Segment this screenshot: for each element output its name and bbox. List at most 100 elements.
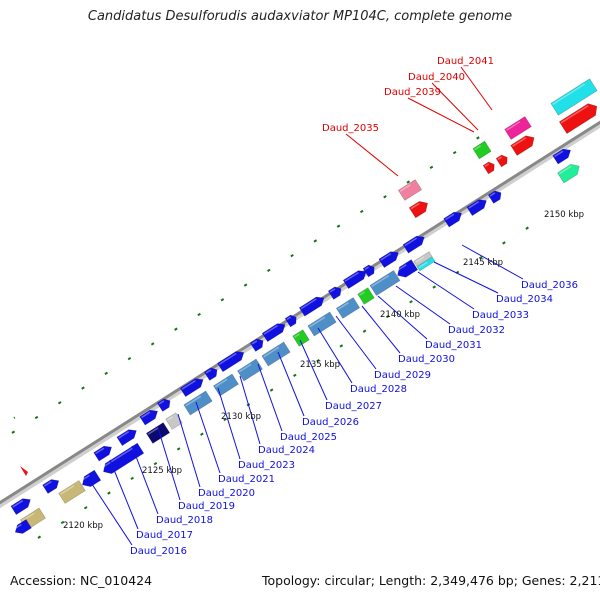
gene-steel-4-shape: [261, 341, 291, 367]
leader-line-blue: [277, 351, 305, 417]
gene-forward-21: [552, 148, 571, 165]
gene-forward-16: [378, 251, 399, 268]
gene-label-blue: Daud_2017: [136, 530, 193, 541]
gene-label-blue: Daud_2032: [448, 325, 505, 336]
inner-tick: [316, 358, 320, 363]
gene-forward-1-highlight: [43, 480, 52, 487]
inner-tick: [525, 226, 529, 230]
gene-steel-3-highlight: [238, 363, 252, 373]
outer-tick: [267, 268, 271, 272]
leader-line-blue: [395, 285, 451, 325]
gene-forward-9-shape: [249, 338, 264, 352]
gene-forward-5: [156, 398, 171, 412]
gene-label-blue: Daud_2036: [521, 280, 578, 291]
inner-tick: [60, 520, 65, 525]
leader-line-blue: [131, 445, 159, 515]
gene-cyan-highlight: [552, 83, 586, 105]
outer-tick: [243, 283, 248, 287]
gene-forward-0-shape: [10, 498, 31, 515]
gene-label-blue: Daud_2034: [496, 294, 553, 305]
gene-forward-3: [116, 429, 137, 446]
outer-tick: [313, 239, 318, 243]
leader-line-red: [460, 66, 493, 111]
gene-label-blue: Daud_2028: [350, 384, 407, 395]
gene-forward-7: [203, 367, 218, 381]
leader-line-blue: [461, 244, 524, 280]
gene-red-5-highlight: [560, 104, 589, 124]
gene-steel-3-shape: [237, 358, 263, 382]
gene-teal-highlight: [558, 165, 572, 175]
kbp-label: 2130 kbp: [221, 412, 261, 422]
gene-label-blue: Daud_2026: [302, 417, 359, 428]
gene-label-blue: Daud_2031: [425, 340, 482, 351]
gene-forward-8-shape: [217, 351, 245, 373]
gene-steel-4-highlight: [263, 346, 280, 358]
gene-label-blue: Daud_2020: [198, 488, 255, 499]
gene-label-blue: Daud_2027: [325, 401, 382, 412]
gene-stripe-1-shape: [413, 251, 433, 267]
leader-line-blue: [433, 261, 499, 294]
outer-tick: [81, 386, 85, 390]
outer-tick: [476, 136, 480, 140]
gene-steel-4: [261, 341, 291, 367]
leader-line-blue: [257, 363, 283, 432]
gene-steel-2-shape: [213, 373, 239, 397]
leader-line-red: [431, 82, 479, 131]
gene-forward-6-highlight: [181, 379, 196, 390]
tick-layer: [11, 136, 529, 539]
gene-tan-highlight: [21, 512, 35, 522]
gene-forward-18-highlight: [445, 213, 455, 221]
backbone-shadow: [0, 120, 600, 509]
gene-navy: [145, 422, 171, 444]
outer-tick: [13, 416, 16, 419]
gene-forward-1: [42, 479, 60, 494]
leader-line-blue: [87, 477, 133, 546]
gene-tan-2-shape: [58, 480, 86, 504]
gene-label-blue: Daud_2023: [238, 460, 295, 471]
gene-forward-2-shape: [93, 445, 112, 462]
gene-stripe-1-highlight: [415, 256, 425, 263]
gene-forward-7-shape: [203, 367, 218, 381]
gene-label-red: Daud_2035: [322, 123, 379, 134]
gene-forward-17-highlight: [404, 237, 418, 247]
kbp-label: 2145 kbp: [463, 258, 503, 268]
gene-forward-6-shape: [179, 378, 204, 398]
gene-forward-9: [249, 338, 264, 352]
kbp-label: 2150 kbp: [544, 210, 584, 220]
inner-tick: [269, 388, 274, 392]
gene-forward-17-shape: [402, 235, 425, 254]
gene-forward-19-highlight: [468, 201, 480, 209]
gene-red-1-shape: [408, 201, 428, 219]
outer-tick: [336, 224, 341, 228]
gene-forward-15-shape: [362, 264, 375, 278]
gene-forward-11: [284, 314, 297, 328]
kbp-label: 2125 kbp: [142, 466, 182, 476]
outer-tick: [34, 415, 39, 420]
gene-label-blue: Daud_2019: [178, 501, 235, 512]
backbone-line: [0, 120, 600, 505]
gene-steel-7: [369, 270, 401, 296]
gene-forward-20-shape: [487, 190, 502, 204]
gene-forward-10: [261, 323, 286, 343]
leader-line-blue: [377, 295, 428, 340]
gene-red-3-highlight: [497, 156, 503, 161]
outer-tick: [406, 180, 411, 184]
gene-forward-17: [402, 235, 425, 254]
gene-forward-15-highlight: [364, 266, 370, 271]
gene-steel-6-shape: [335, 297, 361, 319]
inner-tick: [176, 447, 181, 451]
gene-forward-13-highlight: [329, 288, 336, 293]
gene-red-4-highlight: [512, 137, 527, 147]
gene-steel-5-shape: [307, 311, 337, 337]
gene-label-blue: Daud_2018: [156, 515, 213, 526]
gene-reverse-d: [395, 259, 419, 278]
gene-label-red: Daud_2041: [437, 56, 494, 67]
inner-tick: [200, 432, 204, 436]
inner-tick: [37, 535, 42, 539]
gene-forward-18-shape: [443, 211, 462, 228]
leader-line-blue: [299, 339, 328, 401]
gene-forward-2-highlight: [95, 447, 105, 455]
kbp-label: 2135 kbp: [300, 360, 340, 370]
gene-forward-20: [487, 190, 502, 204]
gene-navy-shape: [145, 422, 171, 444]
